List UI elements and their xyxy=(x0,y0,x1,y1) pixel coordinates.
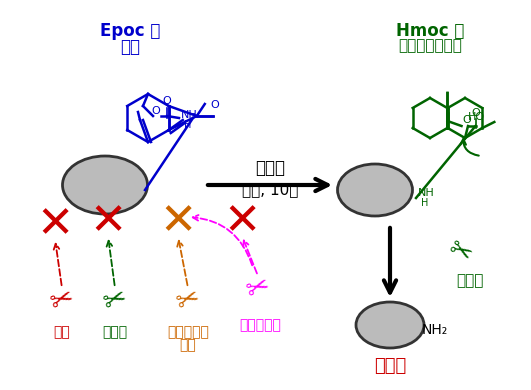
Text: 安定: 安定 xyxy=(120,38,140,56)
Text: 強酸: 強酸 xyxy=(54,325,71,339)
Text: ✂: ✂ xyxy=(99,283,131,317)
Ellipse shape xyxy=(63,156,148,214)
Text: ✂: ✂ xyxy=(172,283,204,317)
Text: O: O xyxy=(162,96,172,106)
Text: ✕: ✕ xyxy=(37,204,74,246)
Text: ✂: ✂ xyxy=(443,234,477,270)
Text: O: O xyxy=(463,115,471,125)
Text: 室温, 10分: 室温, 10分 xyxy=(242,183,298,197)
Text: 弱塩基: 弱塩基 xyxy=(456,273,484,288)
Text: O: O xyxy=(151,106,160,116)
Text: ✕: ✕ xyxy=(224,200,261,243)
Text: ✕: ✕ xyxy=(89,200,126,243)
Text: ✂: ✂ xyxy=(242,271,273,305)
Text: ✕: ✕ xyxy=(159,200,196,243)
Text: O: O xyxy=(471,108,480,118)
Text: Epoc 基: Epoc 基 xyxy=(100,22,160,40)
Text: H: H xyxy=(184,120,191,130)
Text: NH: NH xyxy=(181,110,198,120)
Text: H: H xyxy=(421,198,429,208)
Ellipse shape xyxy=(338,164,413,216)
Text: 強塩基: 強塩基 xyxy=(102,325,127,339)
Text: パラジウム: パラジウム xyxy=(167,325,209,339)
Text: NH₂: NH₂ xyxy=(422,323,448,337)
Text: O: O xyxy=(210,100,219,110)
Text: HO: HO xyxy=(468,112,485,122)
Text: ヒドラジン: ヒドラジン xyxy=(239,318,281,332)
Text: 塩基性に不安定: 塩基性に不安定 xyxy=(398,38,462,53)
Ellipse shape xyxy=(356,302,424,348)
Text: ✂: ✂ xyxy=(46,283,78,317)
Text: Hmoc 基: Hmoc 基 xyxy=(396,22,464,40)
Text: 脱保護: 脱保護 xyxy=(374,357,406,375)
Text: 触媒: 触媒 xyxy=(179,338,196,352)
Text: 金触媒: 金触媒 xyxy=(255,159,285,177)
Text: NH: NH xyxy=(418,188,435,198)
